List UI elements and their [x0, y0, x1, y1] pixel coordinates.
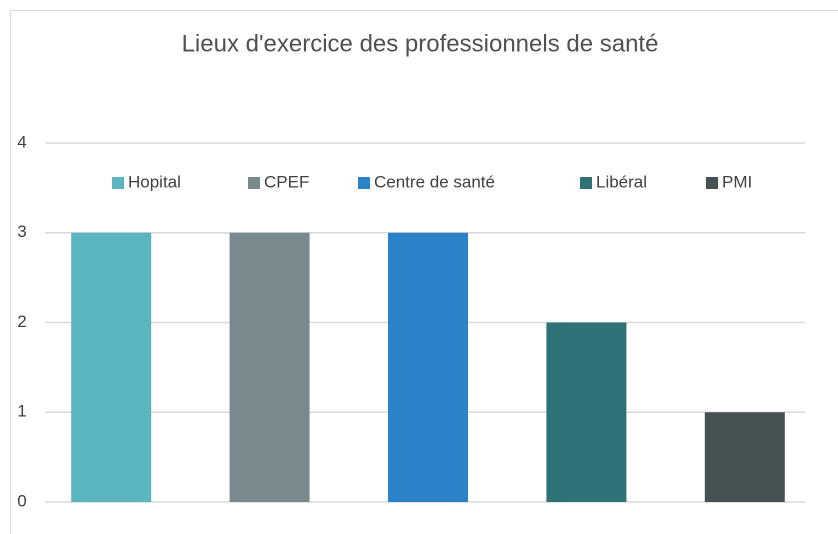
y-tick-label: 0	[17, 491, 26, 510]
legend-swatch	[706, 177, 718, 189]
legend-swatch	[580, 177, 592, 189]
bar	[71, 232, 152, 502]
legend-label: PMI	[722, 172, 752, 191]
bar	[388, 232, 468, 502]
legend-label: Libéral	[596, 172, 647, 191]
y-tick-label: 3	[17, 222, 26, 241]
legend-swatch	[358, 177, 370, 189]
legend-swatch	[112, 177, 124, 189]
legend-label: Centre de santé	[374, 172, 495, 191]
y-tick-label: 1	[17, 402, 26, 421]
y-tick-label: 4	[17, 132, 26, 151]
legend-label: CPEF	[264, 172, 309, 191]
bar	[704, 412, 785, 502]
bar	[229, 232, 310, 502]
chart-title: Lieux d'exercice des professionnels de s…	[182, 30, 659, 57]
legend-label: Hopital	[128, 172, 181, 191]
legend-swatch	[248, 177, 260, 189]
y-tick-label: 2	[17, 312, 26, 331]
bar	[546, 322, 627, 502]
